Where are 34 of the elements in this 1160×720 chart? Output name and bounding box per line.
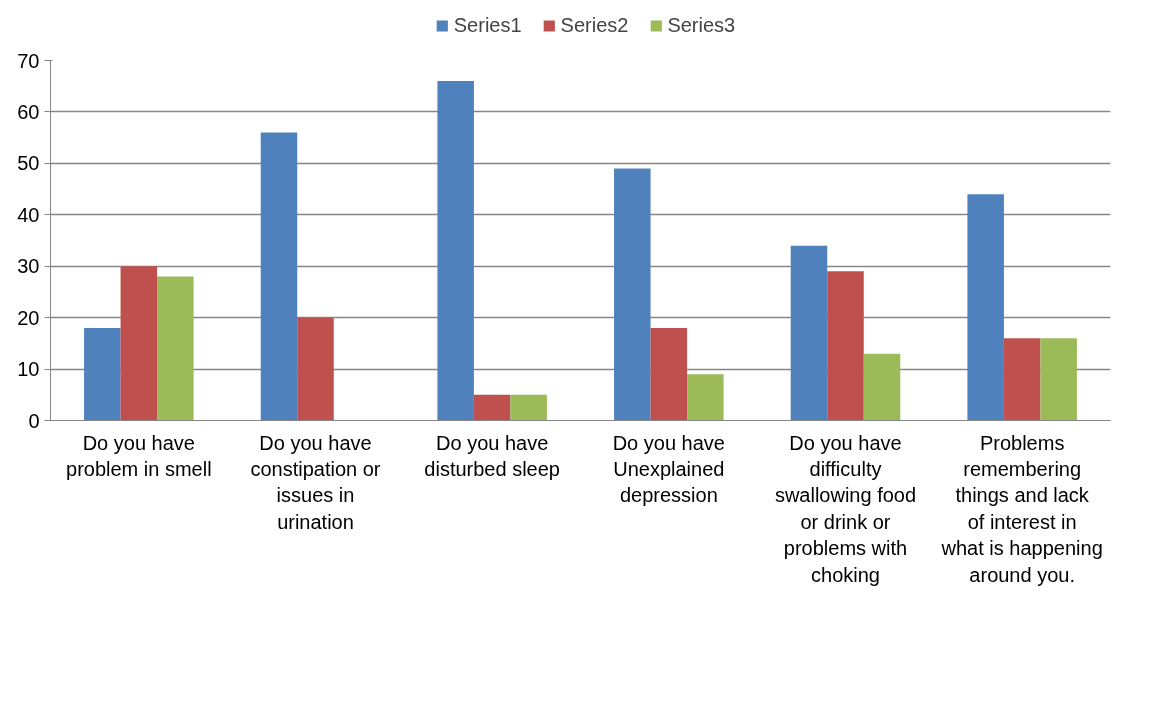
x-tick-label: Do you have difficulty swallowing food or drink or problems with choking <box>774 431 917 586</box>
bar <box>84 327 121 421</box>
y-tick-label: 40 <box>17 203 40 226</box>
bar <box>260 132 298 421</box>
bar <box>790 245 828 421</box>
bar <box>473 394 511 421</box>
bar <box>437 81 474 421</box>
bar <box>967 194 1004 421</box>
x-tick-label: Do you have disturbed sleep <box>424 431 560 480</box>
bar <box>120 266 158 421</box>
bar <box>650 327 688 421</box>
y-tick-label: 20 <box>17 306 40 329</box>
y-tick-label: 50 <box>17 152 40 175</box>
x-tick-label: Do you have constipation or issues in urination <box>250 431 381 533</box>
x-tick-label: Do you have problem in smell <box>66 431 212 480</box>
y-tick-label: 0 <box>28 409 40 432</box>
bar <box>863 353 901 421</box>
x-tick-label: Problems remembering things and lack of interest in what is happening around you. <box>940 431 1103 586</box>
legend-label: Series1 <box>453 13 522 37</box>
legend-label: Series2 <box>560 13 629 37</box>
x-tick-label: Do you have Unexplained depression <box>612 431 725 507</box>
legend-label: Series3 <box>667 13 736 37</box>
bar <box>1003 338 1041 421</box>
bar <box>687 374 724 421</box>
y-tick-label: 10 <box>17 358 40 381</box>
bar <box>614 168 651 421</box>
bar <box>510 394 547 421</box>
y-tick-label: 30 <box>17 255 40 278</box>
bar <box>1040 338 1077 421</box>
y-tick-label: 60 <box>17 100 40 123</box>
bar <box>297 317 334 421</box>
bar <box>827 271 864 421</box>
bar <box>157 276 194 421</box>
y-tick-label: 70 <box>17 49 40 72</box>
